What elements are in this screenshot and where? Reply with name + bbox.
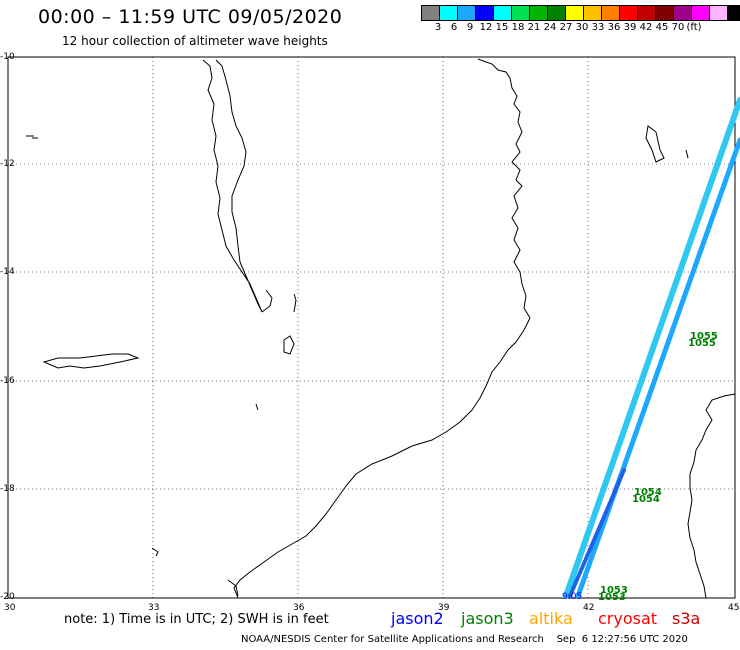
map-frame [7, 56, 736, 599]
lon-label: 45 [728, 603, 740, 613]
lon-label: 33 [148, 603, 160, 613]
footer-credit: NOAA/NESDIS Center for Satellite Applica… [241, 634, 688, 645]
lon-label: 42 [583, 603, 595, 613]
page-title: 00:00 – 11:59 UTC 09/05/2020 [38, 6, 343, 28]
track-label: 1055 [690, 331, 718, 342]
legend-label: 12 [479, 22, 493, 33]
graticule [8, 57, 735, 598]
legend-label: 70 [671, 22, 685, 33]
legend-label: 6 [450, 22, 458, 33]
lat-label: -12 [0, 159, 15, 169]
legend-swatch [727, 5, 740, 21]
legend-label: 18 [511, 22, 525, 33]
track-label: 1054 [634, 487, 662, 498]
page-subtitle: 12 hour collection of altimeter wave hei… [62, 34, 328, 48]
note-text: note: 1) Time is in UTC; 2) SWH is in fe… [64, 612, 329, 627]
color-legend [421, 5, 740, 21]
track-start-time: 9:05 [562, 592, 583, 602]
legend-label: 30 [575, 22, 589, 33]
track-jason2 [568, 468, 626, 598]
legend-label: 9 [466, 22, 474, 33]
legend-label: (ft) [686, 22, 702, 33]
lat-label: -14 [0, 267, 15, 277]
track-label: 1053 [600, 585, 628, 596]
legend-label: 45 [655, 22, 669, 33]
lon-label: 36 [293, 603, 305, 613]
track-label: 1055 [688, 338, 716, 349]
legend-label: 42 [639, 22, 653, 33]
legend-label: 27 [559, 22, 573, 33]
legend-label: 36 [607, 22, 621, 33]
satellite-altika: altika [529, 609, 573, 628]
lat-label: -16 [0, 376, 15, 386]
satellite-s3a: s3a [672, 609, 701, 628]
legend-label: 21 [527, 22, 541, 33]
legend-label: 15 [495, 22, 509, 33]
footer-timestamp: Sep 6 12:27:56 UTC 2020 [556, 634, 688, 645]
track-jason3-b [575, 137, 740, 599]
satellite-cryosat: cryosat [598, 609, 658, 628]
legend-label: 39 [623, 22, 637, 33]
lat-label: -10 [0, 52, 15, 62]
lon-label: 30 [4, 603, 16, 613]
legend-label: 24 [543, 22, 557, 33]
track-label: 1054 [632, 494, 660, 505]
lon-label: 39 [438, 603, 450, 613]
legend-label: 3 [434, 22, 442, 33]
coastline [26, 58, 736, 599]
footer-center: NOAA/NESDIS Center for Satellite Applica… [241, 634, 544, 645]
track-jason3-a [563, 97, 740, 599]
satellite-jason3: jason3 [461, 609, 514, 628]
legend-label: 33 [591, 22, 605, 33]
track-label: 1053 [598, 592, 626, 603]
satellite-jason2: jason2 [391, 609, 444, 628]
lat-label: -20 [0, 592, 15, 602]
lat-label: -18 [0, 484, 15, 494]
altimeter-tracks [563, 97, 740, 599]
